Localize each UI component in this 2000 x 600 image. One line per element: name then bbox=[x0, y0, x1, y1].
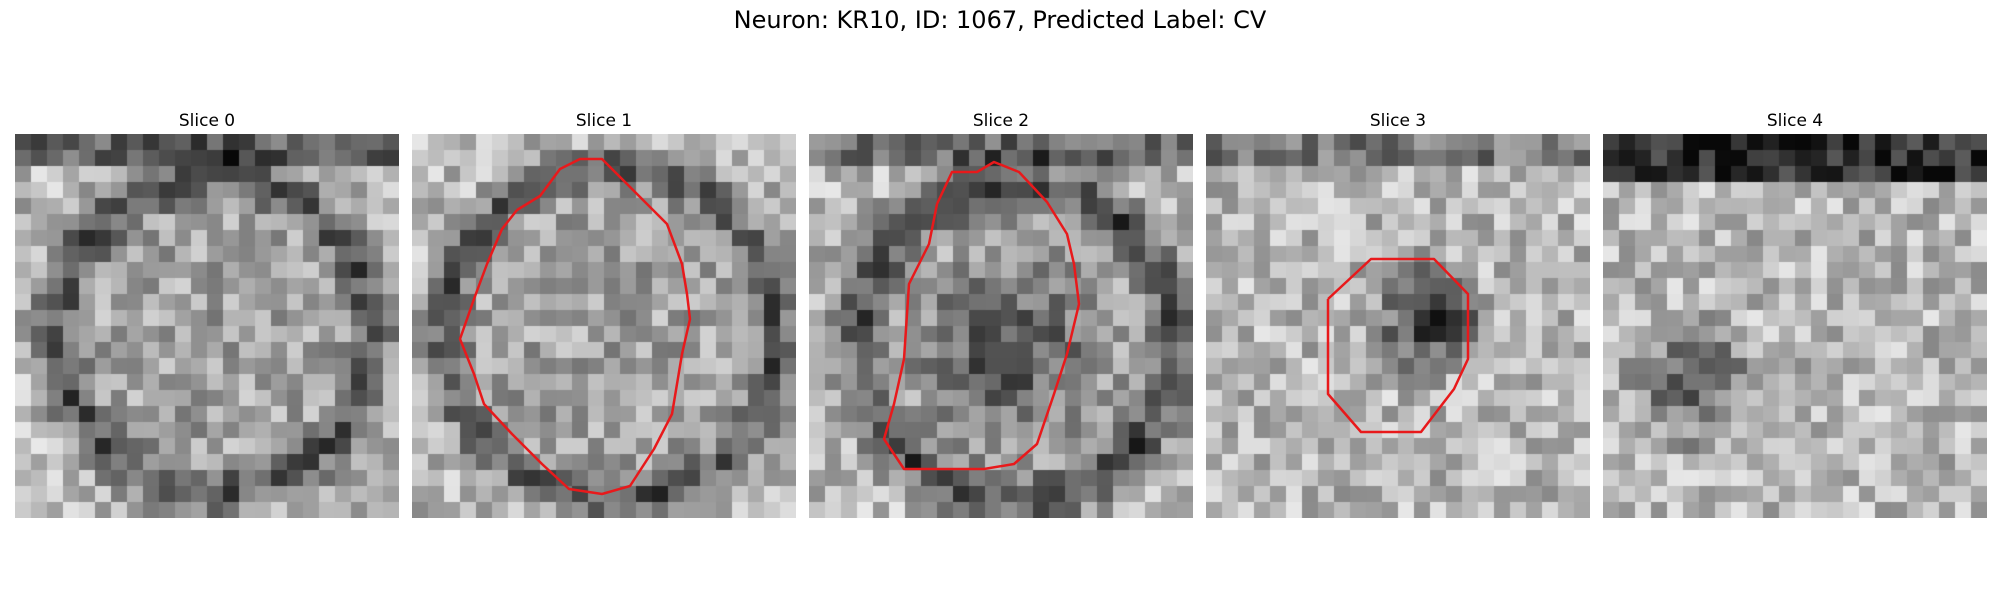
slice-panel-2: Slice 2 bbox=[809, 108, 1193, 518]
slice-image-0 bbox=[15, 134, 399, 518]
slice-title-1: Slice 1 bbox=[575, 111, 633, 131]
slice-image-1 bbox=[412, 134, 796, 518]
slice-image-4 bbox=[1603, 134, 1987, 518]
slice-title-2: Slice 2 bbox=[972, 111, 1030, 131]
figure-title: Neuron: KR10, ID: 1067, Predicted Label:… bbox=[733, 6, 1267, 34]
slice-title-0: Slice 0 bbox=[178, 111, 236, 131]
slice-title-3: Slice 3 bbox=[1369, 111, 1427, 131]
slice-panel-0: Slice 0 bbox=[15, 108, 399, 518]
slice-title-4: Slice 4 bbox=[1766, 111, 1824, 131]
slice-image-3 bbox=[1206, 134, 1590, 518]
slice-panel-3: Slice 3 bbox=[1206, 108, 1590, 518]
slice-panel-1: Slice 1 bbox=[412, 108, 796, 518]
slice-image-2 bbox=[809, 134, 1193, 518]
slice-panel-4: Slice 4 bbox=[1603, 108, 1987, 518]
